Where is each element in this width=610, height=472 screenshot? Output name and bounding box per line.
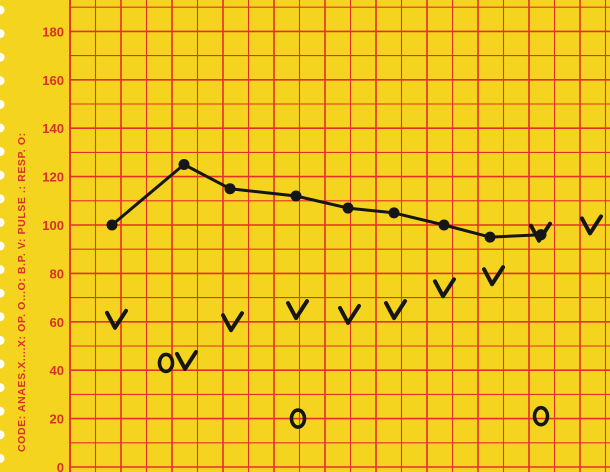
- data-point-dot: [106, 219, 118, 231]
- y-tick-label: 100: [42, 218, 64, 233]
- data-point-v: [433, 277, 456, 299]
- punch-hole: [0, 170, 5, 180]
- data-point-dot: [342, 202, 354, 214]
- punch-hole: [0, 123, 5, 133]
- data-point-dot: [438, 219, 450, 231]
- chart-grid: [69, 0, 610, 472]
- punch-hole: [0, 288, 5, 298]
- data-point-o: [157, 352, 175, 374]
- punch-hole: [0, 406, 5, 416]
- punch-hole: [0, 194, 5, 204]
- punch-hole: [0, 430, 5, 440]
- y-tick-label: 0: [57, 460, 64, 472]
- y-tick-label: 180: [42, 24, 64, 39]
- punch-hole: [0, 29, 5, 39]
- data-point-dot: [388, 207, 400, 219]
- punch-hole: [0, 217, 5, 227]
- punch-hole: [0, 453, 5, 463]
- y-tick-label: 40: [50, 363, 64, 378]
- code-legend: CODE: ANAES.X....X: OP. O...O: B.P. V: P…: [16, 132, 28, 452]
- punch-hole: [0, 52, 5, 62]
- punch-hole: [0, 335, 5, 345]
- data-point-v: [221, 311, 244, 333]
- data-point-v: [529, 221, 552, 243]
- punch-hole: [0, 147, 5, 157]
- data-point-dot: [224, 183, 236, 195]
- y-tick-label: 160: [42, 73, 64, 88]
- punch-hole: [0, 265, 5, 275]
- punch-holes: [0, 5, 5, 463]
- data-point-v: [580, 214, 603, 236]
- data-point-v: [105, 308, 128, 330]
- y-tick-label: 60: [50, 315, 64, 330]
- y-tick-label: 20: [50, 412, 64, 427]
- data-point-v: [286, 299, 309, 321]
- y-axis-tick-labels: 0 20 40 60 80 100 120 140 160 180: [42, 24, 64, 472]
- data-point-o: [289, 408, 307, 429]
- punch-hole: [0, 5, 5, 15]
- data-point-dot: [290, 190, 302, 202]
- data-point-dot: [178, 159, 190, 170]
- y-tick-label: 120: [42, 170, 64, 185]
- data-point-o: [532, 405, 550, 427]
- punch-hole: [0, 359, 5, 369]
- data-point-v: [338, 303, 361, 325]
- punch-hole: [0, 99, 5, 109]
- data-point-v: [175, 349, 198, 371]
- punch-hole: [0, 76, 5, 86]
- data-point-v: [384, 299, 407, 321]
- data-point-v: [482, 265, 505, 287]
- plot-marks: [105, 159, 603, 429]
- y-tick-label: 80: [50, 266, 64, 281]
- y-tick-label: 140: [42, 121, 64, 136]
- punch-hole: [0, 383, 5, 393]
- data-point-dot: [484, 231, 496, 243]
- punch-hole: [0, 241, 5, 251]
- punch-hole: [0, 312, 5, 322]
